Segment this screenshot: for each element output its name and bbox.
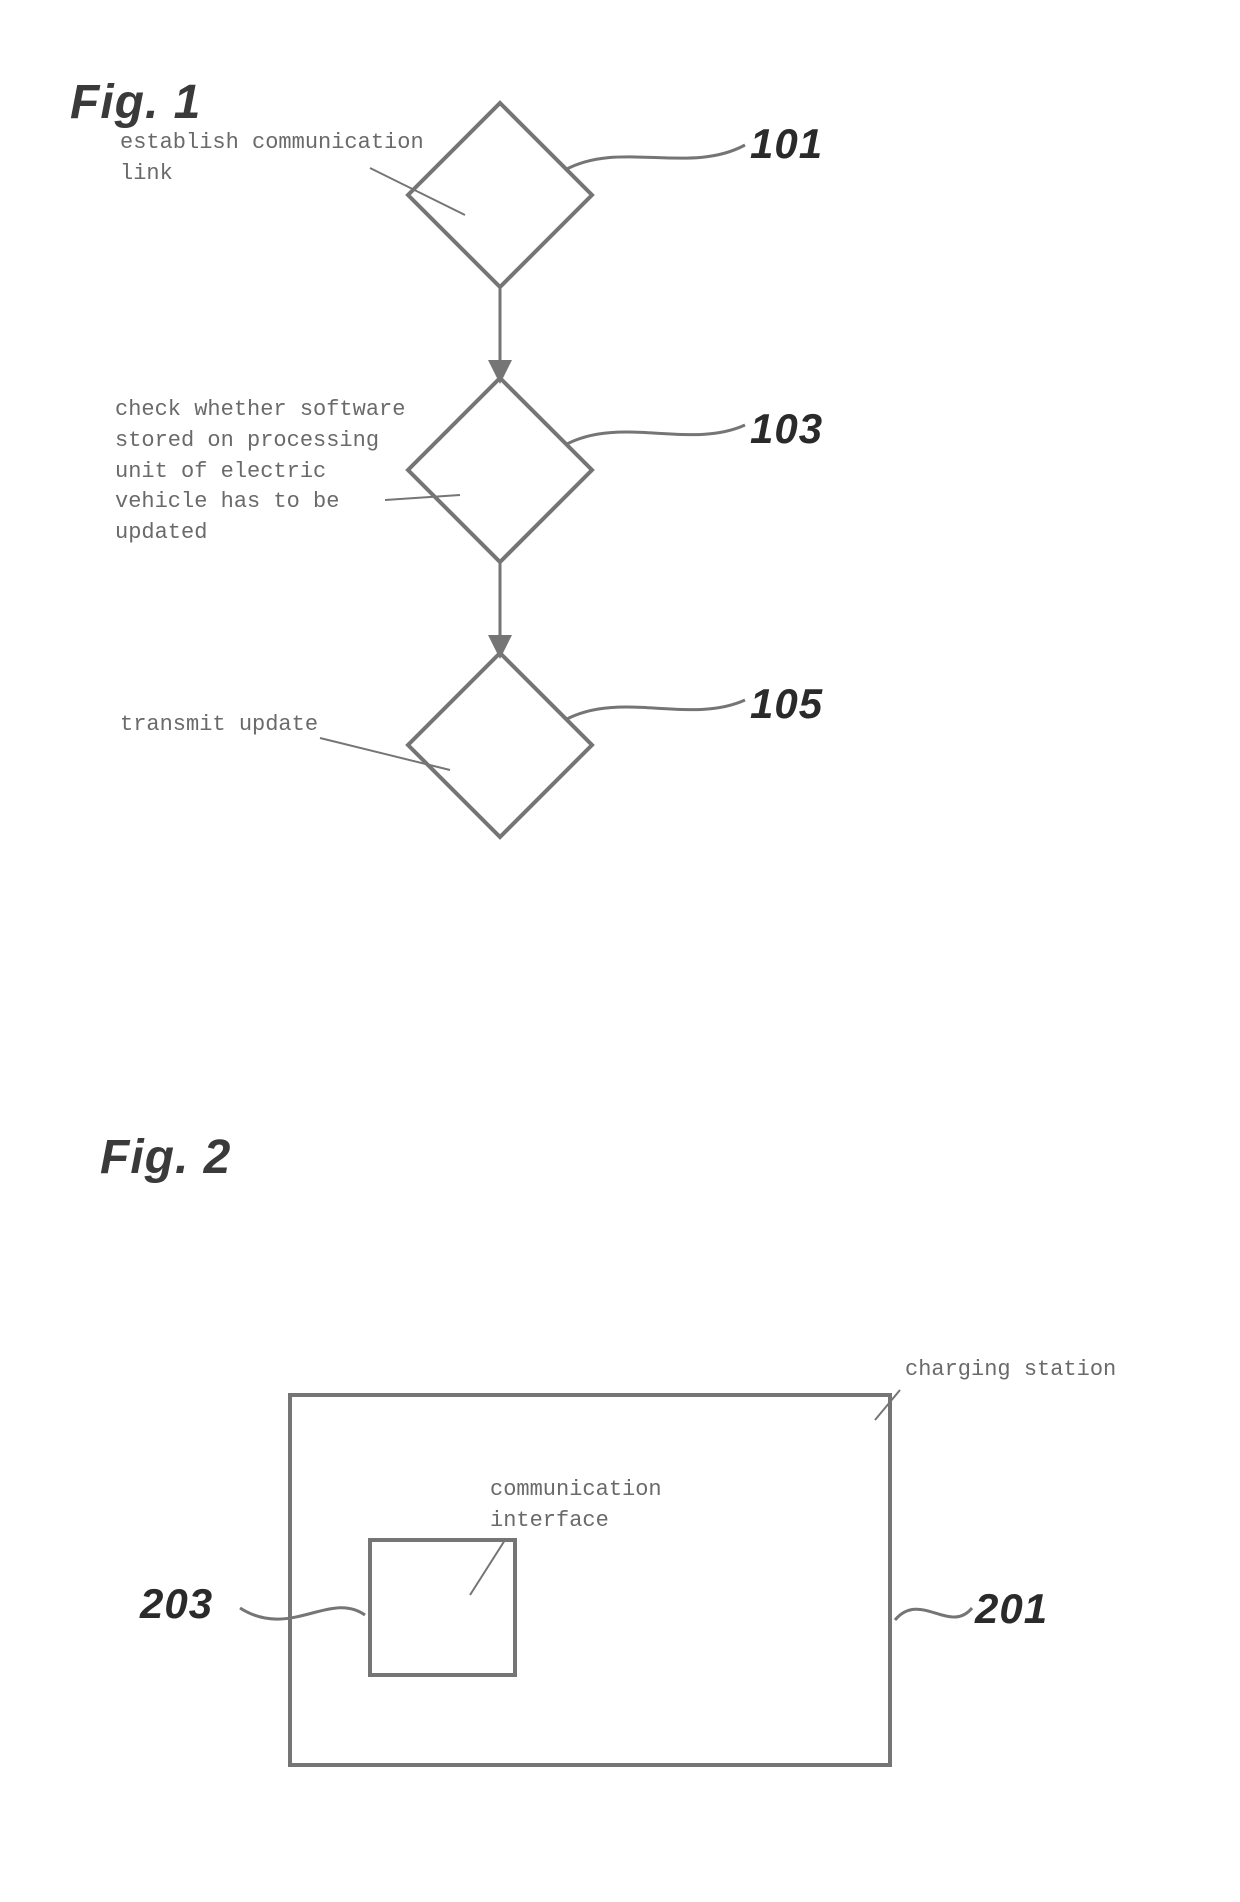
diagram-svg (0, 0, 1240, 1902)
